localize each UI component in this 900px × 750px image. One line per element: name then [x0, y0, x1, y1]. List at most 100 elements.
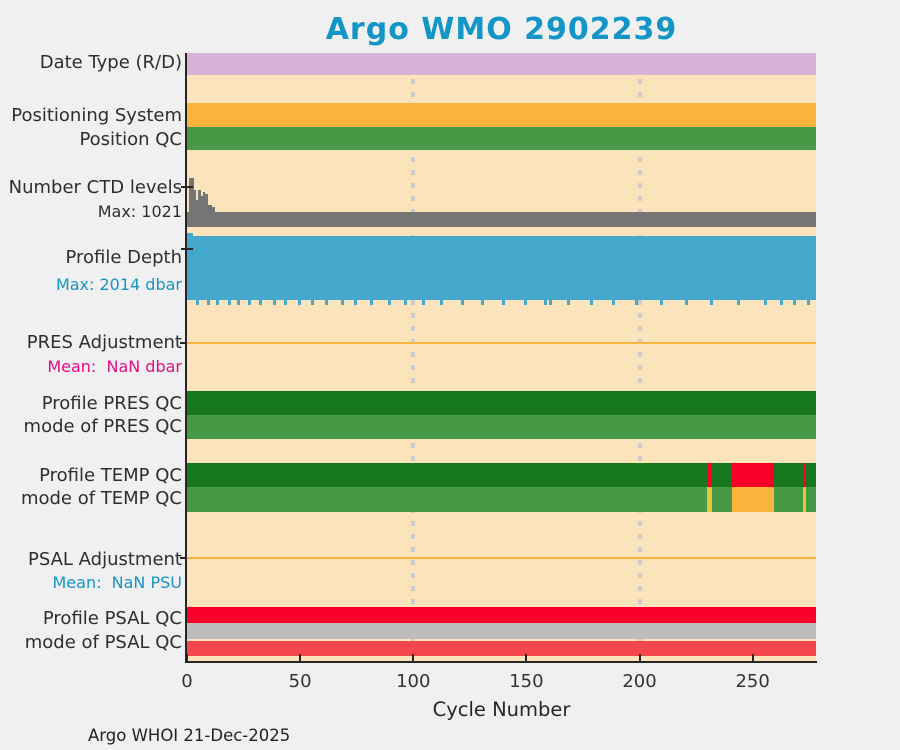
- footer-caption: Argo WHOI 21-Dec-2025: [88, 726, 291, 745]
- gridline-200: [637, 53, 642, 662]
- depth-deep-dash: [227, 300, 231, 305]
- row-label: Profile PSAL QC: [42, 608, 182, 629]
- x-axis-title: Cycle Number: [432, 698, 571, 721]
- depth-deep-dash: [684, 300, 688, 305]
- depth-deep-dash: [272, 300, 276, 305]
- chart-title: Argo WMO 2902239: [325, 12, 678, 47]
- row-label: PRES Adjustment: [26, 332, 182, 353]
- depth-deep-dash: [422, 300, 426, 305]
- depth-deep-dash: [297, 300, 301, 305]
- depth-deep-dash: [370, 300, 374, 305]
- ctd-bar: [191, 178, 195, 228]
- x-tick-label: 50: [288, 671, 312, 692]
- y-axis-line: [185, 53, 188, 662]
- depth-deep-dash: [440, 300, 444, 305]
- depth-deep-dash: [793, 300, 797, 305]
- y-tick: [181, 248, 193, 250]
- depth-deep-dash: [284, 300, 288, 305]
- depth-max-bar: [187, 233, 193, 300]
- depth-deep-dash: [216, 300, 220, 305]
- row-segment-mode_psal_qc: [187, 640, 816, 656]
- depth-deep-dash: [207, 300, 211, 305]
- row-label: Profile TEMP QC: [39, 465, 182, 486]
- row-label: Profile PRES QC: [41, 393, 182, 414]
- depth-deep-dash: [544, 300, 548, 305]
- depth-deep-dash: [340, 300, 344, 305]
- row-label: Mean: NaN PSU: [52, 573, 183, 592]
- depth-deep-dash: [311, 300, 315, 305]
- y-tick: [179, 557, 187, 559]
- row-segment-profile_temp_qc: [187, 463, 707, 487]
- row-segment-mode_temp_qc: [773, 487, 804, 512]
- row-label: Positioning System: [11, 105, 182, 126]
- row-segment-date_type: [187, 53, 816, 75]
- row-label: Date Type (R/D): [39, 52, 182, 73]
- ctd-bar: [189, 178, 192, 228]
- depth-deep-dash: [659, 300, 663, 305]
- row-label: mode of PSAL QC: [24, 632, 182, 653]
- plot-area: [187, 53, 816, 662]
- row-segment-profile_temp_qc: [732, 463, 774, 487]
- x-tick-label: 250: [735, 671, 770, 692]
- x-tick-label: 200: [622, 671, 657, 692]
- depth-deep-dash: [589, 300, 593, 305]
- depth-deep-dash: [567, 300, 571, 305]
- depth-deep-dash: [612, 300, 616, 305]
- y-tick: [181, 186, 193, 188]
- row-segment-profile_psal_qc: [187, 607, 816, 623]
- row-segment-mode_temp_qc: [732, 487, 774, 512]
- ctd-bar: [196, 200, 199, 228]
- row-label: Mean: NaN dbar: [47, 357, 182, 376]
- depth-deep-dash: [501, 300, 505, 305]
- row-segment-profile_temp_qc: [806, 463, 816, 487]
- ctd-bar: [200, 195, 204, 228]
- row-label: Number CTD levels: [8, 177, 182, 198]
- row-segment-positioning_system: [187, 103, 816, 127]
- row-segment-profile_temp_qc: [711, 463, 733, 487]
- row-label: mode of TEMP QC: [20, 488, 182, 509]
- depth-deep-dash: [388, 300, 392, 305]
- depth-deep-dash: [763, 300, 767, 305]
- depth-deep-dash: [236, 300, 240, 305]
- x-tick-label: 0: [181, 671, 193, 692]
- depth-deep-dash: [736, 300, 740, 305]
- depth-deep-dash: [779, 300, 783, 305]
- x-tick: [299, 654, 302, 661]
- ctd-baseline-band: [187, 212, 816, 228]
- row-segment-mode_temp_qc: [803, 487, 807, 512]
- depth-deep-dash: [524, 300, 528, 305]
- x-tick: [638, 654, 641, 661]
- row-label: mode of PRES QC: [23, 416, 182, 437]
- row-label: Profile Depth: [65, 247, 182, 268]
- x-tick-label: 150: [509, 671, 544, 692]
- depth-band: [187, 236, 816, 300]
- x-axis-line: [185, 661, 817, 663]
- x-tick: [412, 654, 415, 661]
- row-segment-mode_temp_qc: [806, 487, 816, 512]
- ctd-bar: [198, 190, 201, 228]
- ctd-bar: [193, 190, 197, 228]
- ctd-bar: [205, 194, 208, 228]
- x-tick-label: 100: [396, 671, 431, 692]
- row-segment-profile_temp_qc: [803, 463, 807, 487]
- row-segment-profile_temp_qc: [773, 463, 804, 487]
- ctd-bar: [209, 204, 213, 228]
- row-segment-profile_temp_qc: [706, 463, 712, 487]
- row-label: Max: 1021: [97, 202, 182, 221]
- row-segment-mode_temp_qc: [187, 487, 707, 512]
- row-segment-profile_pres_qc: [187, 391, 816, 415]
- adjustment-line-psal_adjustment: [187, 556, 816, 560]
- depth-deep-dash: [634, 300, 638, 305]
- gridline-100: [411, 53, 416, 662]
- row-segment-mode_pres_qc: [187, 415, 816, 439]
- depth-deep-dash: [549, 300, 552, 305]
- depth-deep-dash: [259, 300, 263, 305]
- row-segment-psal_qc_gray: [187, 623, 816, 639]
- depth-deep-dash: [404, 300, 408, 305]
- depth-deep-dash: [806, 300, 810, 305]
- row-segment-position_qc: [187, 127, 816, 150]
- depth-deep-dash: [709, 300, 713, 305]
- row-segment-mode_temp_qc: [706, 487, 712, 512]
- ctd-bar: [211, 207, 215, 228]
